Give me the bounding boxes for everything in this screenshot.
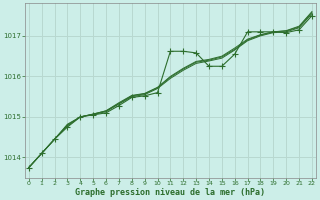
X-axis label: Graphe pression niveau de la mer (hPa): Graphe pression niveau de la mer (hPa) (76, 188, 265, 197)
